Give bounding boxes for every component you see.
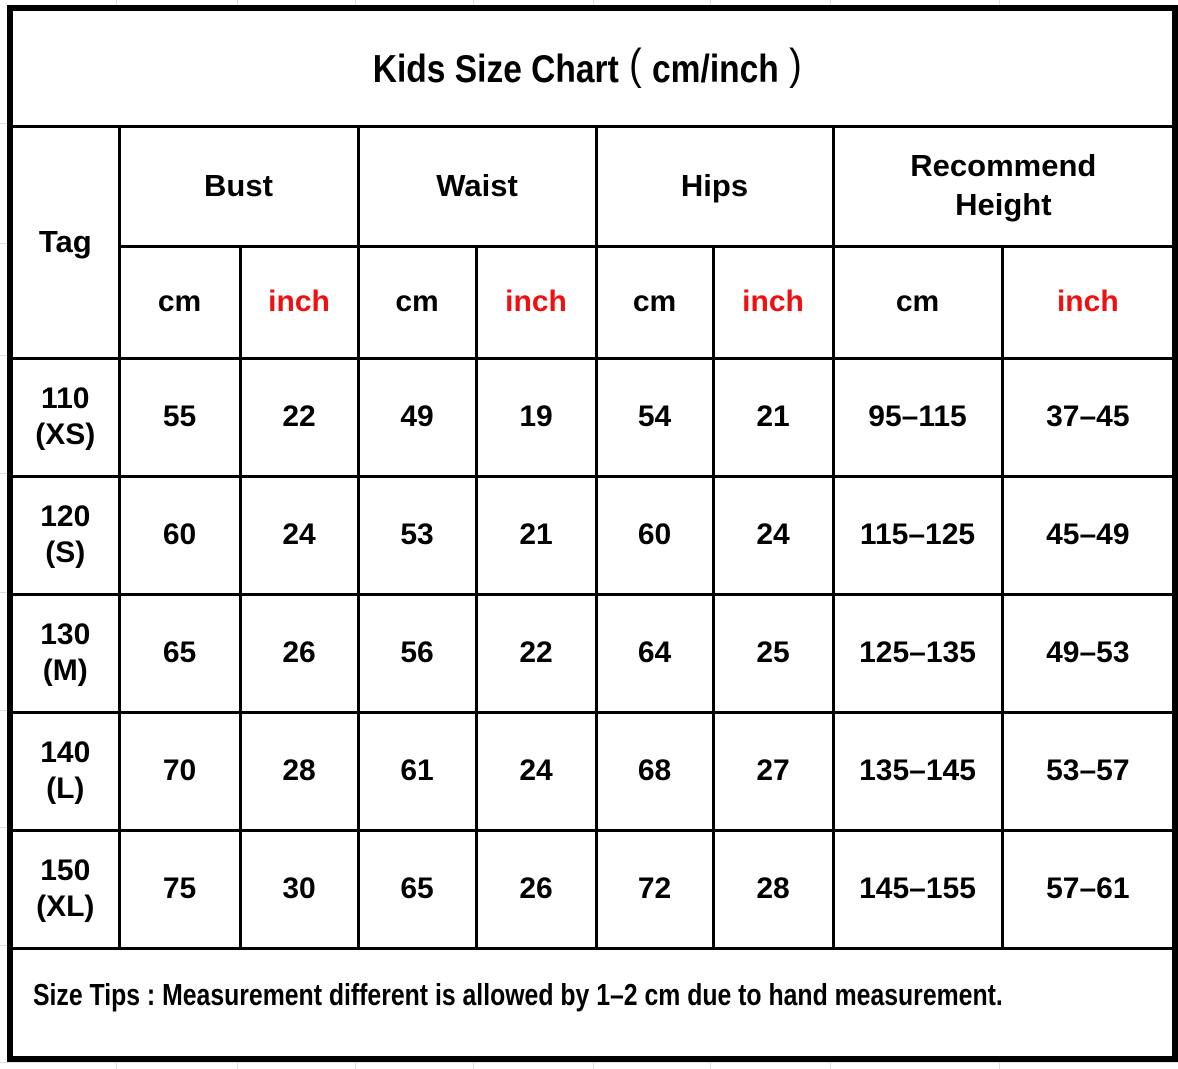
waist-inch-cell: 22 [474,592,598,714]
tag-size: 140 [40,736,91,769]
waist-inch-cell: 21 [474,474,598,596]
title-close-paren: ) [789,39,802,89]
size-tips-cell: Size Tips : Measurement different is all… [8,946,1177,1061]
tag-cell: 110 (XS) [8,356,121,478]
bust-cm-cell: 55 [117,356,242,478]
waist-inch-cell: 26 [474,828,598,950]
background-gridline [0,1062,1178,1063]
tag-size-label: (XL) [36,890,95,923]
tag-cell: 120 (S) [8,474,121,596]
height-inch-cell: 45–49 [1000,474,1177,596]
bust-inch-cell: 24 [238,474,360,596]
tag-column-header: Tag [8,124,121,360]
title-row: Kids Size Chart(cm/inch) [8,6,1177,128]
table-row-150-xl: 150 (XL) 75 30 65 26 72 28 145–155 57–61 [8,828,1177,950]
tag-size-label: (L) [46,772,85,805]
waist-cm-cell: 53 [356,474,478,596]
bust-inch-cell: 30 [238,828,360,950]
waist-cm-cell: 65 [356,828,478,950]
tag-cell: 140 (L) [8,710,121,832]
hips-cm-cell: 60 [594,474,715,596]
hips-inch-cell: 21 [711,356,835,478]
hips-inch-cell: 28 [711,828,835,950]
waist-cm-cell: 49 [356,356,478,478]
height-cm-cell: 115–125 [831,474,1004,596]
tag-size: 150 [40,854,91,887]
height-inch-cell: 37–45 [1000,356,1177,478]
waist-column-header: Waist [356,124,598,248]
tag-size: 130 [40,618,91,651]
tag-size: 110 [41,382,90,415]
height-cm-header: cm [831,244,1004,360]
table-row-120-s: 120 (S) 60 24 53 21 60 24 115–125 45–49 [8,474,1177,596]
recommend-height-column-header: Recommend Height [831,124,1177,248]
unit-header-row: cm inch cm inch cm inch cm inch [10,244,1177,360]
size-tips-row: Size Tips : Measurement different is all… [8,946,1177,1061]
hips-inch-cell: 27 [711,710,835,832]
waist-inch-cell: 19 [474,356,598,478]
bust-cm-cell: 70 [117,710,242,832]
group-header-row: Tag Bust Waist Hips Recommend Height [8,124,1177,360]
tag-cell: 130 (M) [8,592,121,714]
height-inch-cell: 53–57 [1000,710,1177,832]
bust-column-header: Bust [117,124,360,248]
bust-inch-header: inch [238,244,360,360]
hips-inch-header: inch [711,244,835,360]
table-row-140-l: 140 (L) 70 28 61 24 68 27 135–145 53–57 [8,710,1177,832]
waist-cm-cell: 61 [356,710,478,832]
tag-size-label: (XS) [35,418,96,451]
tag-size: 120 [40,500,91,533]
hips-cm-cell: 68 [594,710,715,832]
height-inch-cell: 49–53 [1000,592,1177,714]
hips-cm-cell: 64 [594,592,715,714]
height-cm-cell: 145–155 [831,828,1004,950]
bust-cm-cell: 75 [117,828,242,950]
hips-inch-cell: 25 [711,592,835,714]
tag-cell: 150 (XL) [8,828,121,950]
tag-size-label: (S) [45,536,86,569]
bust-cm-cell: 65 [117,592,242,714]
kids-size-chart-table: Kids Size Chart(cm/inch) Tag Bust Waist … [7,5,1178,1062]
waist-inch-cell: 24 [474,710,598,832]
waist-cm-header: cm [356,244,478,360]
title-open-paren: ( [629,39,642,89]
chart-title-units: cm/inch [652,47,779,91]
chart-title-cell: Kids Size Chart(cm/inch) [8,6,1177,128]
size-tips-text: Size Tips : Measurement different is all… [33,976,1003,1012]
bust-inch-cell: 22 [238,356,360,478]
bust-inch-cell: 28 [238,710,360,832]
table-row-110-xs: 110 (XS) 55 22 49 19 54 21 95–115 37–45 [8,356,1177,478]
table-row-130-m: 130 (M) 65 26 56 22 64 25 125–135 49–53 [8,592,1177,714]
hips-cm-cell: 72 [594,828,715,950]
waist-inch-header: inch [474,244,598,360]
chart-title-text: Kids Size Chart [372,47,619,91]
bust-inch-cell: 26 [238,592,360,714]
hips-column-header: Hips [594,124,835,248]
hips-inch-cell: 24 [711,474,835,596]
bust-cm-header: cm [117,244,242,360]
height-inch-cell: 57–61 [1000,828,1177,950]
waist-cm-cell: 56 [356,592,478,714]
bust-cm-cell: 60 [117,474,242,596]
chart-title: Kids Size Chart(cm/inch) [372,39,812,93]
hips-cm-cell: 54 [594,356,715,478]
tag-size-label: (M) [42,654,88,687]
height-inch-header: inch [1000,244,1177,360]
height-cm-cell: 125–135 [831,592,1004,714]
height-cm-cell: 135–145 [831,710,1004,832]
height-cm-cell: 95–115 [831,356,1004,478]
hips-cm-header: cm [594,244,715,360]
